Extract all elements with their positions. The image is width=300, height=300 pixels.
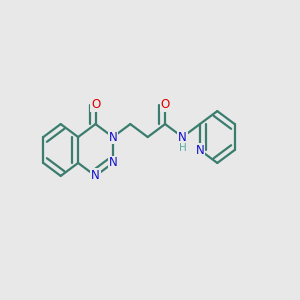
Text: N: N [178,130,187,143]
Text: N: N [91,169,100,182]
Text: H: H [178,143,186,153]
Text: N: N [196,143,204,157]
Text: N: N [109,157,117,169]
Text: O: O [91,98,100,111]
Text: N: N [109,130,117,143]
Text: O: O [160,98,170,111]
